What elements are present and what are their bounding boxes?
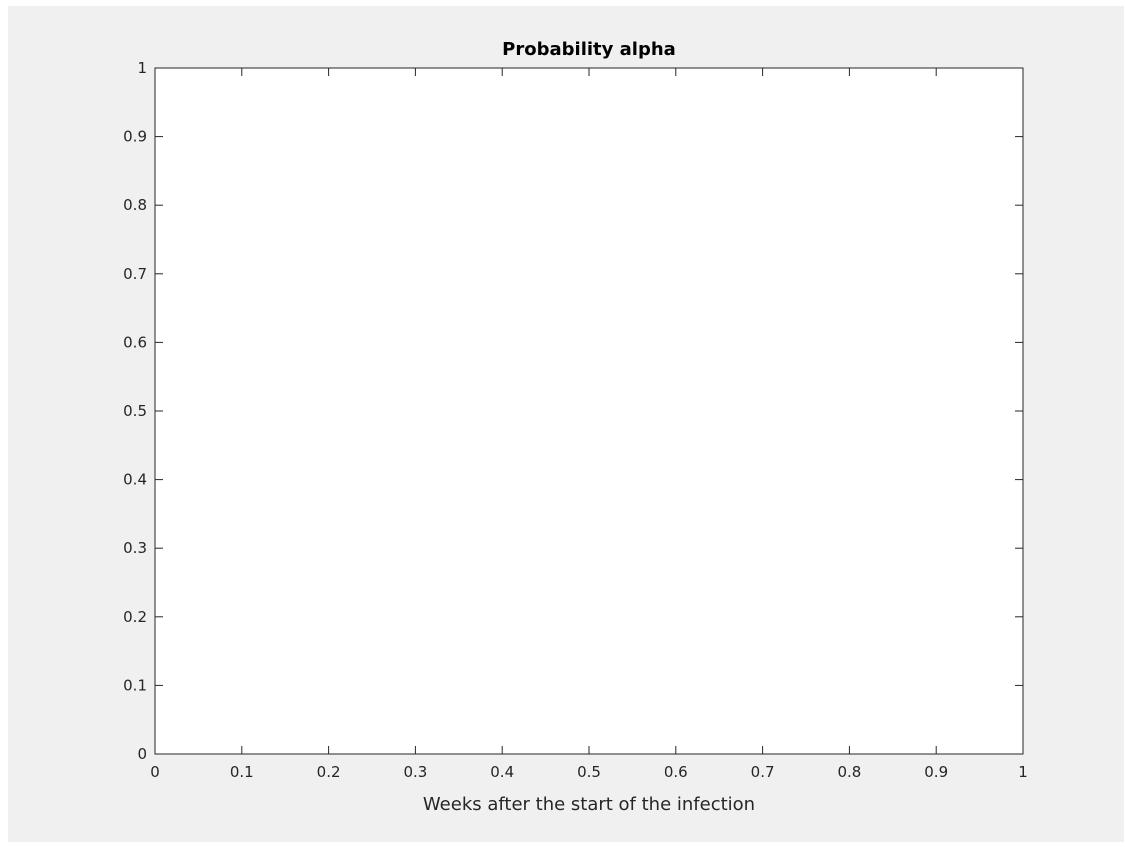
- chart-title: Probability alpha: [502, 39, 676, 60]
- x-tick-label: 1: [1018, 763, 1028, 781]
- y-tick-label: 0.2: [123, 608, 147, 626]
- y-tick-label: 1: [137, 59, 147, 77]
- x-tick-label: 0.8: [837, 763, 861, 781]
- x-tick-label: 0.7: [751, 763, 775, 781]
- chart: 0 0.1 0.2 0.3 0.4 0.5 0.6 0.7 0.8 0.9 1 0 0.1 0.2 0.3…: [8, 6, 1124, 842]
- y-tick-label: 0.3: [123, 539, 147, 557]
- x-tick-label: 0.9: [924, 763, 948, 781]
- y-tick-label: 0.5: [123, 402, 147, 420]
- y-tick-label: 0.8: [123, 196, 147, 214]
- x-tick-label: 0.4: [490, 763, 514, 781]
- y-tick-label: 0.7: [123, 265, 147, 283]
- x-tick-label: 0.2: [317, 763, 341, 781]
- y-tick-label: 0.6: [123, 333, 147, 351]
- x-tick-label: 0: [150, 763, 160, 781]
- figure-window: 0 0.1 0.2 0.3 0.4 0.5 0.6 0.7 0.8 0.9 1 0 0.1 0.2 0.3…: [8, 6, 1124, 842]
- x-tick-label: 0.6: [664, 763, 688, 781]
- y-tick-label: 0.9: [123, 128, 147, 146]
- x-tick-label: 0.1: [230, 763, 254, 781]
- plot-area: [155, 68, 1023, 754]
- y-tick-label: 0: [137, 745, 147, 763]
- x-tick-label: 0.5: [577, 763, 601, 781]
- x-tick-label: 0.3: [403, 763, 427, 781]
- y-tick-label: 0.4: [123, 471, 147, 489]
- x-axis-label: Weeks after the start of the infection: [423, 794, 755, 815]
- y-tick-label: 0.1: [123, 676, 147, 694]
